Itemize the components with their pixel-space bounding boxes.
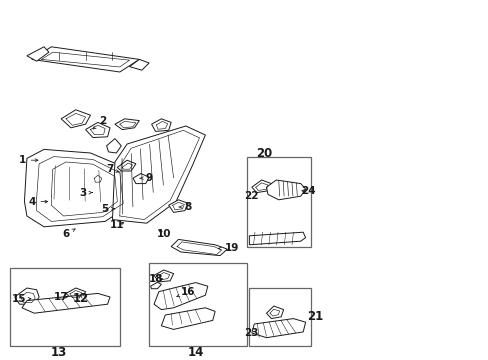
Text: 12: 12 <box>72 292 89 305</box>
Polygon shape <box>251 319 305 338</box>
Polygon shape <box>112 126 205 223</box>
Text: 10: 10 <box>156 229 171 239</box>
Polygon shape <box>117 160 136 171</box>
Text: 8: 8 <box>179 202 191 212</box>
Polygon shape <box>266 180 305 200</box>
Text: 6: 6 <box>62 229 75 239</box>
Polygon shape <box>161 308 215 329</box>
Polygon shape <box>85 122 110 138</box>
Text: 23: 23 <box>244 328 259 338</box>
Polygon shape <box>151 119 171 131</box>
Text: 2: 2 <box>93 116 106 129</box>
Polygon shape <box>249 232 305 245</box>
Text: 17: 17 <box>54 292 68 302</box>
Text: 7: 7 <box>106 164 119 174</box>
Text: 22: 22 <box>244 191 259 201</box>
Text: 16: 16 <box>177 287 195 297</box>
Polygon shape <box>154 270 173 282</box>
Text: 5: 5 <box>102 204 114 214</box>
Bar <box>149 263 246 346</box>
Polygon shape <box>251 180 271 193</box>
Text: 19: 19 <box>218 243 239 253</box>
Text: 3: 3 <box>80 188 92 198</box>
Polygon shape <box>22 293 110 313</box>
Text: 20: 20 <box>255 147 272 159</box>
Polygon shape <box>61 110 90 128</box>
Polygon shape <box>171 239 227 256</box>
Polygon shape <box>90 173 105 184</box>
Polygon shape <box>154 283 207 310</box>
Text: 15: 15 <box>12 294 31 304</box>
Text: 11: 11 <box>110 220 124 230</box>
Text: 21: 21 <box>306 310 323 323</box>
Polygon shape <box>32 47 139 72</box>
Polygon shape <box>15 288 39 304</box>
Polygon shape <box>133 174 149 184</box>
Text: 9: 9 <box>140 173 152 183</box>
Text: 14: 14 <box>187 346 203 359</box>
Text: 24: 24 <box>300 186 315 196</box>
Polygon shape <box>168 200 188 212</box>
Text: 4: 4 <box>28 197 48 207</box>
Bar <box>10 268 120 346</box>
Polygon shape <box>115 119 139 130</box>
Text: 18: 18 <box>149 274 163 284</box>
Polygon shape <box>106 139 121 153</box>
Polygon shape <box>66 288 85 300</box>
Polygon shape <box>150 282 161 289</box>
Polygon shape <box>129 59 149 70</box>
Polygon shape <box>27 47 49 61</box>
Bar <box>249 288 310 346</box>
Polygon shape <box>266 306 283 319</box>
Bar <box>246 157 310 247</box>
Text: 1: 1 <box>19 155 38 165</box>
Polygon shape <box>24 149 129 227</box>
Text: 13: 13 <box>50 346 67 359</box>
